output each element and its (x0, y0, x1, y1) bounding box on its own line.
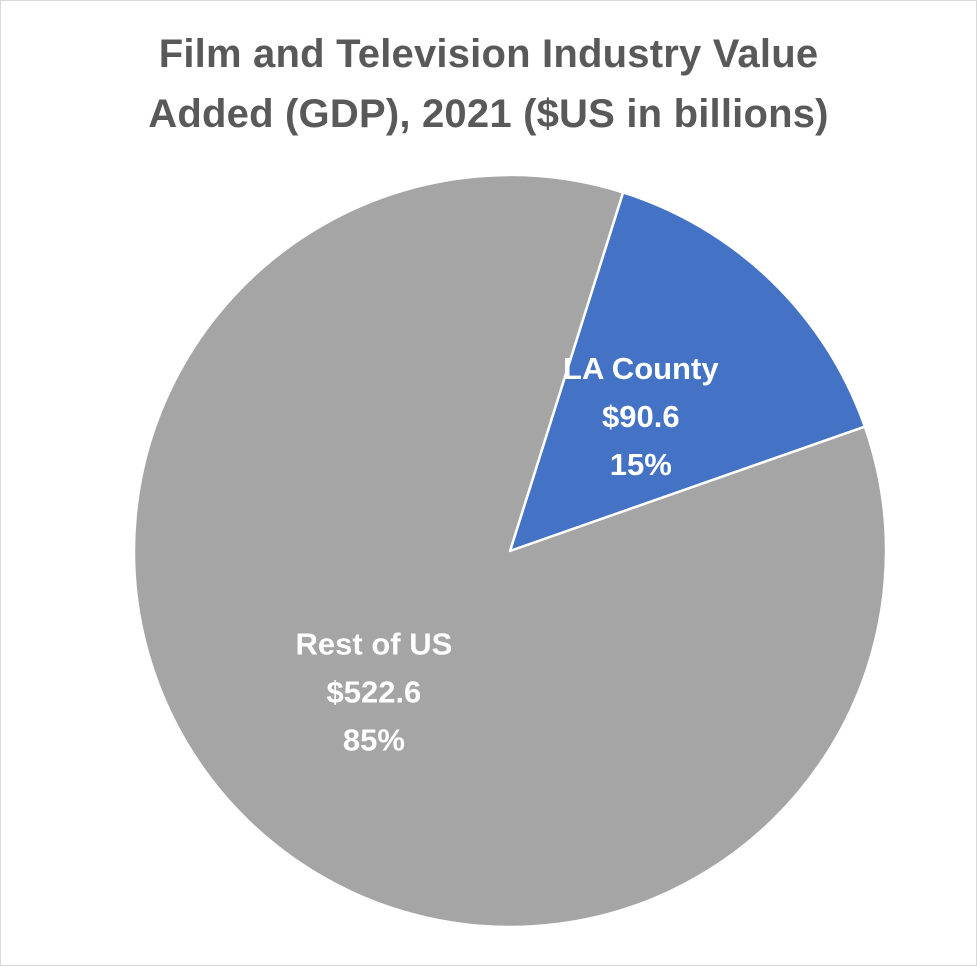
slice-value-label-rest-of-us: $522.6 (326, 674, 421, 709)
slice-category-label-la-county: LA County (563, 351, 719, 386)
pie-slice-la-county (508, 191, 867, 553)
slice-percent-label-rest-of-us: 85% (343, 722, 405, 757)
slice-labels: LA County $90.6 15% Rest of US $522.6 85% (296, 351, 720, 757)
pie-slices (132, 173, 888, 929)
chart-title: Film and Television Industry Value Added… (0, 24, 977, 144)
chart-title-line-1: Film and Television Industry Value (158, 32, 819, 76)
pie-slice-rest-of-us (132, 173, 888, 929)
chart-title-line-2: Added (GDP), 2021 ($US in billions) (148, 92, 829, 136)
slice-value-label-la-county: $90.6 (602, 399, 680, 434)
slice-category-label-rest-of-us: Rest of US (296, 626, 453, 661)
slice-percent-label-la-county: 15% (610, 447, 672, 482)
